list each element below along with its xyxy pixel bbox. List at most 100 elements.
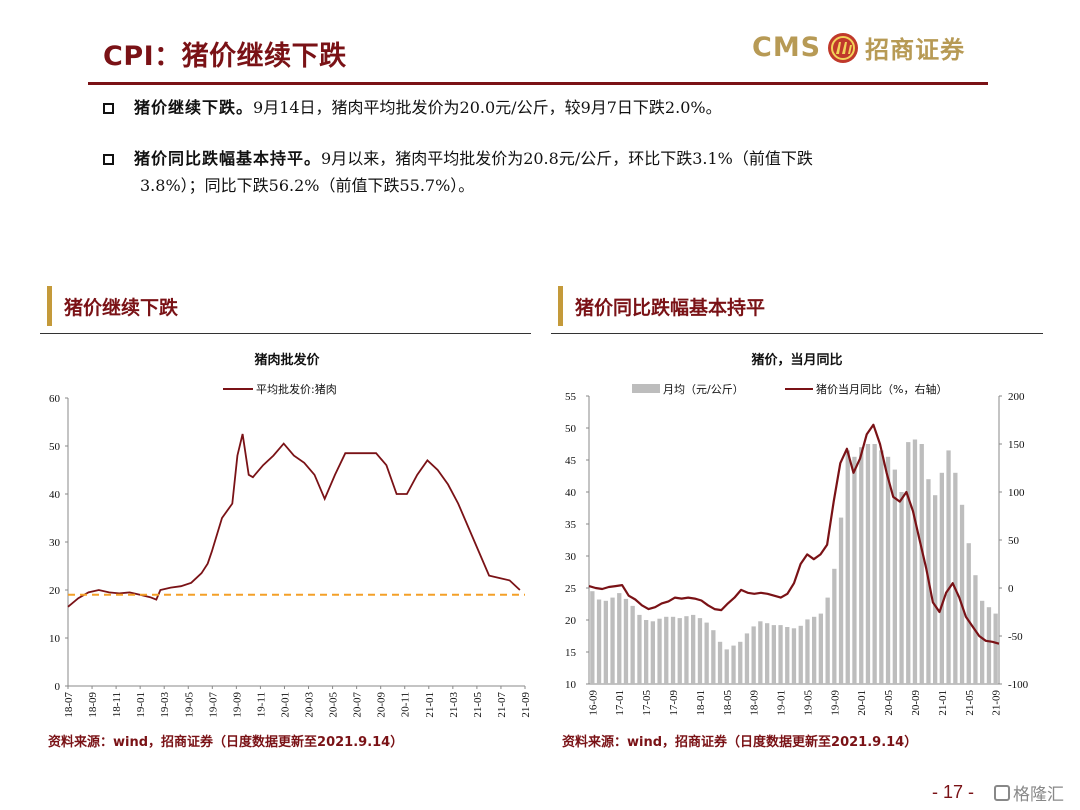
bar: [644, 620, 649, 684]
y-tick-label-right: 0: [1008, 583, 1014, 595]
bar: [906, 442, 911, 684]
section-heading-text: 猪价同比跌幅基本持平: [575, 297, 766, 319]
bar: [805, 619, 810, 684]
x-tick-label: 20-09: [376, 692, 388, 718]
source-note: 资料来源：wind，招商证券（日度数据更新至2021.9.14）: [48, 735, 404, 750]
x-tick-label: 20-09: [910, 690, 922, 716]
x-tick-label: 21-03: [448, 692, 460, 718]
y-tick-label-right: -100: [1008, 679, 1029, 691]
y-tick-label-left: 25: [565, 583, 577, 595]
bar: [596, 599, 602, 684]
legend-label: 平均批发价:猪肉: [256, 382, 337, 396]
x-tick-label: 20-05: [328, 692, 340, 718]
x-tick-label: 20-03: [304, 692, 316, 718]
bullet-square-icon: [103, 103, 114, 114]
x-tick-label: 20-01: [856, 690, 868, 716]
bar: [765, 623, 770, 684]
y-tick-label-left: 40: [565, 487, 577, 499]
bar: [832, 568, 837, 684]
x-tick-label: 19-05: [802, 690, 814, 716]
bar: [590, 591, 595, 684]
bar: [933, 495, 938, 684]
bar: [738, 641, 743, 684]
bar: [818, 613, 823, 684]
bullet-text: 9月14日，猪肉平均批发价为20.0元/公斤，较9月7日下跌2.0%。: [253, 98, 722, 117]
bar: [744, 633, 750, 684]
y-tick-label: 20: [49, 585, 61, 597]
bullet-square-icon: [103, 154, 114, 165]
source-note: 资料来源：wind，招商证券（日度数据更新至2021.9.14）: [562, 735, 918, 750]
x-tick-label: 18-11: [111, 692, 123, 717]
watermark-logo-icon: [994, 784, 1010, 801]
bar: [919, 444, 924, 684]
logo-chinese: 招商证券: [865, 36, 966, 64]
bar: [892, 469, 897, 684]
bar: [650, 621, 655, 684]
x-tick-label: 19-03: [159, 692, 171, 718]
bar: [630, 605, 635, 684]
x-tick-label: 20-05: [883, 690, 895, 716]
x-tick-label: 19-01: [135, 692, 147, 718]
x-tick-label: 18-05: [722, 690, 734, 716]
bar: [993, 613, 998, 684]
x-tick-label: 19-09: [231, 692, 243, 718]
x-tick-label: 21-05: [472, 692, 484, 718]
bar: [697, 618, 703, 684]
section-divider: [551, 333, 1043, 334]
series-line-yoy: [588, 423, 1000, 645]
x-tick-label: 18-07: [63, 692, 75, 718]
y-tick-label-right: 200: [1008, 391, 1025, 403]
page-title: CPI：猪价继续下跌: [103, 41, 347, 72]
bar: [778, 625, 783, 684]
y-tick-label-left: 15: [565, 647, 577, 659]
bar: [879, 450, 884, 684]
logo-latin: CMS: [752, 32, 822, 63]
bar: [751, 626, 756, 684]
chart-legend: 月均（元/公斤） 猪价当月同比（%，右轴）: [632, 382, 947, 396]
bar: [859, 447, 864, 684]
x-tick-label: 19-01: [776, 690, 788, 716]
x-tick-label: 17-09: [668, 690, 680, 716]
bar: [691, 614, 696, 684]
bar: [872, 444, 877, 684]
x-tick-label: 21-07: [496, 692, 508, 718]
section-heading-text: 猪价继续下跌: [64, 297, 179, 319]
heading-accent-bar: [47, 286, 52, 326]
legend-label: 月均（元/公斤）: [663, 383, 744, 396]
bar: [731, 645, 736, 684]
y-tick-label-left: 30: [565, 551, 577, 563]
bar: [953, 472, 958, 684]
x-tick-label: 20-07: [352, 692, 364, 718]
bar: [946, 450, 951, 684]
y-tick-label: 30: [49, 537, 61, 549]
bar: [791, 628, 797, 684]
bar: [657, 618, 662, 684]
watermark: 格隆汇: [994, 780, 1064, 805]
y-tick-label: 10: [49, 633, 61, 645]
chart-pork-wholesale-price: 猪肉批发价 平均批发价:猪肉 0 10 20 30 40 50 60 18-07 18-09 1…: [49, 352, 532, 718]
x-tick-label: 20-01: [279, 692, 291, 718]
title-divider: [88, 82, 988, 85]
legend-label: 猪价当月同比（%，右轴）: [816, 382, 947, 396]
bar: [623, 598, 629, 684]
chart-title: 猪价，当月同比: [750, 352, 842, 368]
x-tick-label: 21-01: [424, 692, 436, 718]
x-tick-label: 21-05: [964, 690, 976, 716]
bar: [865, 444, 871, 684]
y-tick-label-left: 55: [565, 391, 577, 403]
y-tick-label-left: 20: [565, 615, 577, 627]
bar: [785, 627, 790, 684]
bar: [684, 616, 689, 684]
x-tick-label: 21-01: [937, 690, 949, 716]
logo-emblem-icon: [828, 32, 859, 63]
bar: [617, 593, 622, 684]
x-tick-label: 18-09: [87, 692, 99, 718]
bar: [885, 456, 891, 684]
y-tick-label: 0: [55, 681, 61, 693]
legend-swatch: [632, 384, 660, 393]
bar: [980, 600, 985, 684]
bar: [670, 616, 676, 684]
bullet-heading: 猪价继续下跌。: [134, 98, 254, 117]
bar: [899, 492, 904, 684]
bar: [959, 504, 965, 684]
